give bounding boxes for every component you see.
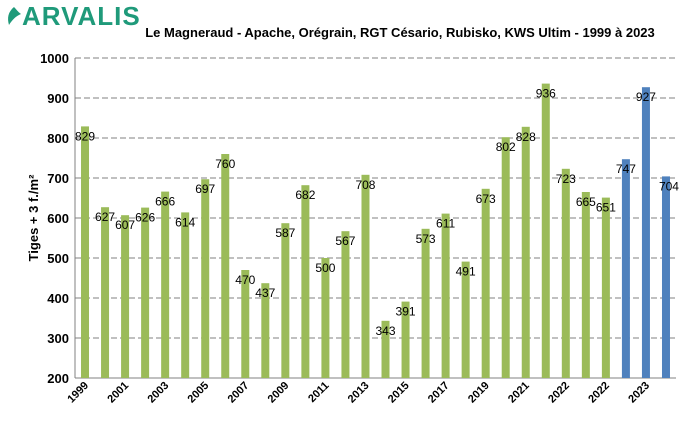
bar: [661, 176, 670, 378]
data-label: 587: [275, 226, 295, 240]
bar: [501, 137, 510, 378]
arvalis-logo: ARVALIS: [6, 3, 141, 29]
x-tick-label: 2009: [266, 380, 292, 406]
data-label: 723: [556, 172, 576, 186]
y-tick-label: 800: [47, 131, 69, 146]
data-label: 573: [416, 232, 436, 246]
data-label: 611: [436, 217, 455, 231]
data-label: 760: [215, 157, 235, 171]
data-label: 802: [496, 140, 516, 154]
bar: [321, 258, 330, 378]
bar: [141, 207, 150, 378]
data-label: 391: [396, 305, 416, 319]
data-label: 626: [135, 211, 155, 225]
x-tick-label: 2022: [546, 380, 572, 406]
bar: [341, 231, 350, 378]
x-tick-label: 2021: [506, 380, 532, 406]
x-tick-label: 2003: [145, 380, 171, 406]
chart-title: Le Magneraud - Apache, Orégrain, RGT Cés…: [145, 25, 655, 40]
data-label: 607: [115, 218, 135, 232]
bar: [481, 188, 490, 378]
data-label: 829: [75, 129, 95, 143]
data-label: 343: [376, 324, 396, 338]
bar: [601, 197, 610, 378]
bar: [201, 179, 210, 378]
x-tick-label: 2015: [386, 380, 412, 406]
data-label: 500: [315, 261, 335, 275]
bar: [621, 159, 630, 378]
bar: [541, 83, 550, 378]
y-tick-label: 200: [47, 371, 69, 386]
bar: [101, 207, 110, 378]
data-label: 567: [335, 234, 355, 248]
bar: [581, 192, 590, 378]
data-label: 491: [456, 265, 476, 279]
data-label: 627: [95, 210, 115, 224]
x-tick-label: 2011: [306, 380, 331, 405]
data-label: 673: [476, 192, 496, 206]
bar: [421, 228, 430, 378]
data-label: 614: [175, 215, 195, 229]
data-label: 697: [195, 182, 215, 196]
bar: [161, 191, 170, 378]
bar: [401, 301, 410, 378]
data-label: 470: [235, 273, 255, 287]
y-tick-label: 700: [47, 171, 69, 186]
y-tick-label: 500: [47, 251, 69, 266]
data-label: 666: [155, 195, 175, 209]
bar: [561, 168, 570, 378]
bar: [221, 154, 230, 378]
x-tick-label: 2013: [346, 380, 372, 406]
x-tick-label: 1999: [65, 380, 91, 406]
x-tick-label: 2019: [466, 380, 492, 406]
bar: [461, 261, 470, 378]
y-tick-label: 900: [47, 91, 69, 106]
bar: [381, 320, 390, 378]
leaf-icon: [8, 7, 21, 25]
data-label: 437: [255, 286, 275, 300]
bar: [121, 215, 130, 378]
x-tick-label: 2023: [626, 380, 652, 406]
logo-text: ARVALIS: [22, 1, 141, 31]
bar: [81, 126, 90, 379]
data-label: 747: [616, 162, 636, 176]
bar: [441, 213, 450, 378]
bar: [301, 185, 310, 378]
bar: [261, 283, 270, 378]
y-tick-label: 1000: [40, 51, 69, 66]
data-label: 651: [596, 201, 616, 215]
x-tick-label: 2022: [586, 380, 612, 406]
data-label: 665: [576, 195, 596, 209]
bar: [641, 87, 650, 378]
data-label: 936: [536, 87, 556, 101]
bar: [521, 126, 530, 378]
data-label: 828: [516, 130, 536, 144]
data-label: 682: [295, 188, 315, 202]
y-axis-title: Tiges + 3 f./m²: [26, 174, 41, 261]
y-tick-label: 300: [47, 331, 69, 346]
x-tick-label: 2001: [105, 380, 131, 406]
data-label: 704: [659, 179, 679, 193]
x-tick-label: 2007: [226, 380, 252, 406]
bar: [181, 212, 190, 378]
data-label: 708: [355, 178, 375, 192]
y-tick-label: 600: [47, 211, 69, 226]
x-tick-label: 2005: [186, 380, 212, 406]
data-label: 927: [636, 90, 656, 104]
x-tick-label: 2017: [426, 380, 452, 406]
y-tick-label: 400: [47, 291, 69, 306]
bar: [281, 223, 290, 378]
bar: [241, 270, 250, 378]
bar: [361, 174, 370, 378]
